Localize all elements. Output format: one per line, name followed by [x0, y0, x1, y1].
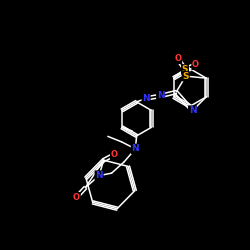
Text: N: N: [157, 91, 164, 100]
Text: O: O: [110, 150, 117, 159]
Text: N: N: [142, 94, 150, 103]
Text: N: N: [189, 106, 196, 115]
Text: S: S: [182, 65, 188, 74]
Text: N: N: [95, 171, 103, 180]
Text: O: O: [174, 54, 182, 63]
Text: O: O: [73, 192, 80, 202]
Text: S: S: [182, 72, 189, 80]
Text: N: N: [132, 144, 139, 153]
Text: O: O: [192, 60, 199, 70]
